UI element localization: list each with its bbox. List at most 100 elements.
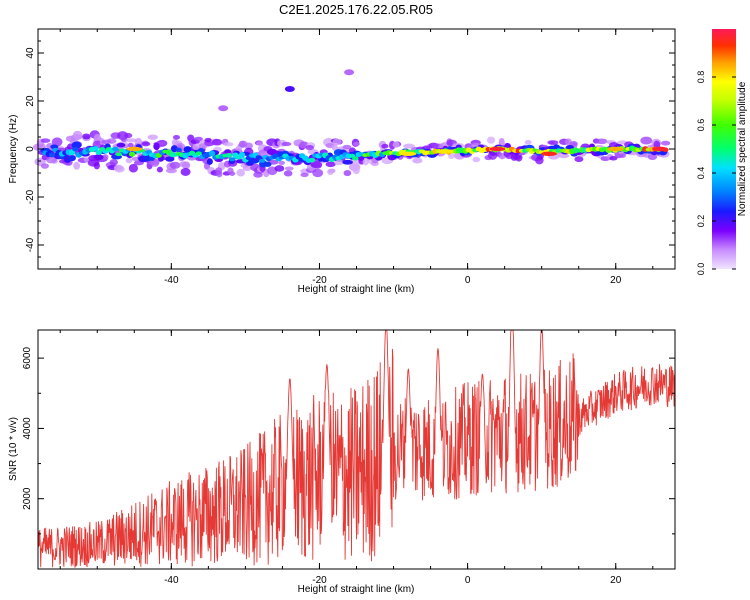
spectrogram-cell	[352, 156, 359, 161]
spectrogram-cell	[195, 151, 202, 156]
spectrogram-hotspot	[541, 151, 558, 156]
spectrogram-cell	[127, 142, 134, 148]
spectrogram-cell	[165, 156, 175, 162]
snr-series-line	[37, 329, 676, 568]
spectrogram-cell	[124, 132, 133, 139]
spectrogram-cell	[141, 141, 151, 147]
spectrogram-chart: -40 -20 0 20 -40 -20 0 20 40 Height of straight …	[8, 28, 676, 295]
spectrogram-cell	[109, 159, 118, 166]
spectrogram-cell	[242, 165, 252, 171]
spectrogram-cell	[180, 168, 191, 176]
spectrogram-cell	[332, 138, 342, 145]
spectrogram-cell	[498, 137, 505, 147]
spectrogram-cell	[229, 171, 236, 176]
colorbar-tick-label: 0.2	[696, 215, 706, 228]
snr-y-tick-label: 2000	[22, 487, 33, 510]
spectrogram-cell	[283, 170, 293, 177]
snr-x-label: Height of straight line (km)	[298, 584, 415, 595]
spectrogram-x-tick-label: -40	[164, 275, 179, 286]
spectrogram-cell	[72, 130, 83, 140]
spectrogram-hotspot	[344, 69, 355, 76]
colorbar: 0.0 0.2 0.4 0.6 0.8 Normalized spectral ampl…	[696, 29, 748, 275]
snr-x-tick-label: 20	[610, 575, 622, 586]
spectrogram-cell	[403, 143, 415, 149]
spectrogram-cell	[169, 161, 181, 169]
colorbar-tick-label: 0.6	[696, 119, 706, 132]
spectrogram-hotspot	[489, 146, 506, 152]
spectrogram-cell	[225, 152, 232, 158]
spectrogram-cell	[116, 142, 126, 148]
spectrogram-cell	[72, 147, 79, 152]
spectrogram-cell	[115, 152, 122, 157]
spectrogram-cell	[274, 165, 285, 172]
spectrogram-cell	[68, 155, 76, 162]
spectrogram-cell	[253, 171, 263, 178]
spectrogram-cell	[208, 150, 216, 157]
spectrogram-cell	[472, 156, 481, 163]
spectrogram-cell	[258, 158, 266, 163]
spectrogram-cell	[93, 154, 104, 161]
spectrogram-cell	[95, 150, 102, 155]
spectrogram-cell	[334, 159, 344, 166]
spectrogram-cell	[244, 142, 253, 150]
spectrogram-cell	[210, 141, 222, 146]
spectrogram-hotspot	[126, 146, 143, 152]
spectrogram-cell	[342, 144, 352, 150]
spectrogram-cell	[278, 160, 286, 165]
spectrogram-cell	[128, 151, 136, 157]
spectrogram-cell	[640, 136, 653, 145]
spectrogram-cell	[255, 141, 263, 146]
spectrogram-cell	[183, 146, 192, 153]
spectrogram-cell	[352, 167, 360, 175]
spectrogram-cell	[574, 156, 584, 163]
snr-axes: -40 -20 0 20 2000 4000 6000	[22, 330, 675, 586]
spectrogram-cell	[147, 134, 158, 140]
spectrogram-cell	[125, 138, 137, 143]
snr-marks	[37, 329, 676, 568]
spectrogram-cell	[305, 145, 315, 151]
spectrogram-cell	[327, 168, 334, 176]
spectrogram-y-tick-label: -20	[25, 189, 36, 204]
spectrogram-cell	[343, 170, 352, 177]
spectrogram-cell	[331, 143, 338, 151]
spectrogram-cell	[93, 162, 100, 170]
spectrogram-cell	[165, 168, 177, 174]
spectrogram-cell	[83, 157, 90, 162]
spectrogram-x-tick-label: 0	[465, 275, 471, 286]
spectrogram-hotspot	[218, 105, 229, 112]
spectrogram-y-tick-label: -40	[25, 237, 36, 252]
spectrogram-cell	[284, 166, 294, 171]
spectrogram-cell	[82, 133, 91, 140]
spectrogram-cell	[51, 137, 63, 147]
spectrogram-cell	[392, 141, 400, 148]
colorbar-gradient	[712, 29, 736, 269]
spectrogram-cell	[558, 153, 570, 159]
colorbar-ticks: 0.0 0.2 0.4 0.6 0.8	[696, 71, 736, 275]
spectrogram-hotspot	[607, 146, 624, 152]
spectrogram-cell	[486, 136, 496, 144]
spectrogram-y-tick-label: 40	[25, 47, 36, 59]
spectrogram-hotspot	[652, 146, 669, 152]
spectrogram-hotspot	[400, 151, 417, 156]
spectrogram-cell	[198, 143, 207, 150]
spectrogram-cell	[106, 138, 117, 144]
spectrogram-cell	[381, 143, 389, 149]
spectrogram-cell	[113, 165, 125, 173]
spectrogram-y-label: Frequency (Hz)	[8, 115, 19, 184]
spectrogram-cell	[224, 149, 232, 154]
spectrogram-cell	[515, 153, 523, 162]
spectrogram-cell	[236, 168, 246, 177]
spectrogram-cell	[153, 142, 160, 151]
spectrogram-cell	[352, 141, 360, 147]
snr-x-tick-label: -40	[164, 575, 179, 586]
spectrogram-cell	[128, 163, 138, 173]
spectrogram-hotspot	[284, 86, 295, 92]
spectrogram-cell	[48, 152, 56, 158]
spectrogram-x-tick-label: -20	[312, 275, 327, 286]
spectrogram-cell	[312, 168, 324, 178]
spectrogram-x-tick-label: 20	[610, 275, 622, 286]
spectrogram-cell	[300, 172, 309, 178]
spectrogram-y-tick-label: 20	[25, 95, 36, 107]
spectrogram-cell	[609, 155, 618, 161]
spectrogram-cell	[595, 138, 608, 145]
